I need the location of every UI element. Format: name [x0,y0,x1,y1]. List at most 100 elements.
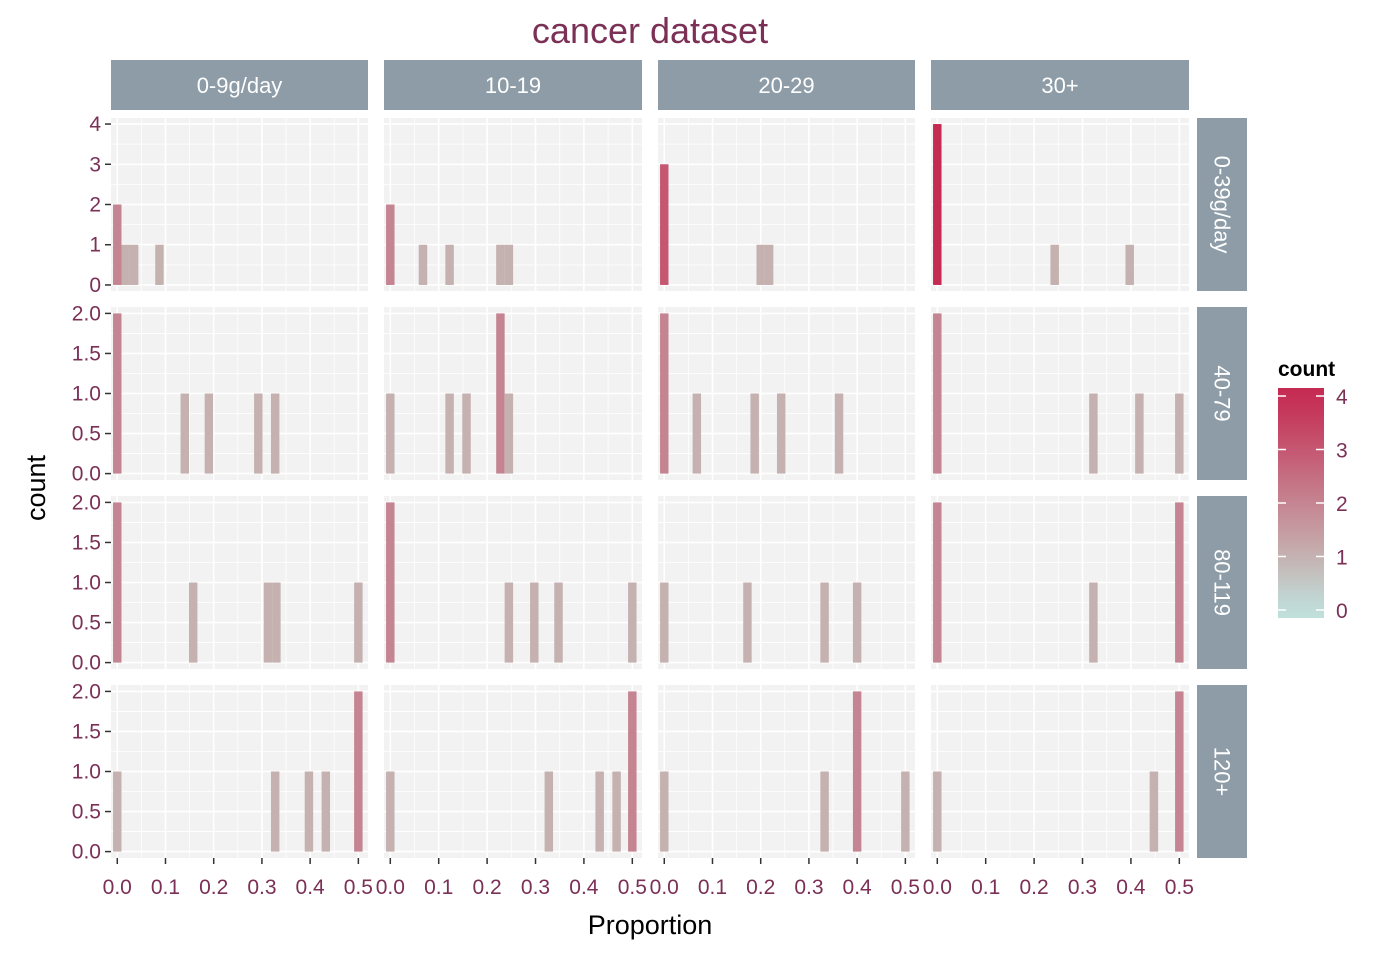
panel-r1-c2 [658,307,915,480]
histogram-bar [595,771,604,852]
y-tick-label: 0.0 [72,841,101,864]
histogram-bar [496,244,505,285]
x-tick-label: 0.2 [1020,876,1049,899]
x-tick-label: 0.4 [843,876,873,899]
histogram-bar [386,771,395,852]
x-tick-label: 0.5 [344,876,373,899]
col-strip-1 [384,60,642,110]
histogram-bar [504,393,514,474]
x-tick-label: 0.0 [103,876,132,899]
x-tick-label: 0.2 [746,876,775,899]
histogram-bar [750,393,759,474]
histogram-bar [204,393,214,474]
histogram-bar [418,244,428,285]
legend-tick-label: 1 [1336,546,1348,569]
histogram-bar [113,771,122,852]
row-strip-0 [1197,118,1247,291]
x-tick-label: 0.0 [376,876,405,899]
y-tick-label: 1.5 [72,531,101,554]
panel-r2-c1 [384,496,642,669]
histogram-bar [155,244,164,285]
x-tick-label: 0.2 [199,876,228,899]
legend-tick-label: 4 [1336,386,1348,409]
histogram-bar [530,582,539,663]
histogram-bar [496,313,505,474]
x-tick-label: 0.0 [923,876,952,899]
y-tick-label: 0.5 [72,801,101,824]
col-strip-label: 30+ [1041,73,1078,98]
histogram-bar [933,502,942,663]
row-strip-label: 0-39g/day [1210,156,1235,254]
histogram-bar [121,244,130,285]
histogram-bar [660,771,669,852]
histogram-bar [386,502,395,663]
y-tick-label: 0.0 [72,652,101,675]
y-tick-label: 1.5 [72,342,101,365]
histogram-bar [1050,244,1059,285]
histogram-bar [263,582,273,663]
histogram-bar [1089,582,1098,663]
x-tick-label: 0.3 [1068,876,1097,899]
histogram-bar [188,582,198,663]
chart-title: cancer dataset [532,10,768,51]
panel-r0-c2 [658,118,915,291]
histogram-bar [354,691,363,852]
histogram-bar [901,771,910,852]
panel-r1-c3 [931,307,1189,480]
histogram-bar [743,582,752,663]
y-tick-label: 1.0 [72,761,101,784]
histogram-bar [386,393,395,474]
histogram-bar [129,244,139,285]
histogram-bar [504,244,514,285]
y-tick-label: 2.0 [72,302,101,325]
histogram-bar [764,244,774,285]
panel-r1-c0 [111,307,368,480]
y-tick-label: 2.0 [72,491,101,514]
panel-r3-c1 [384,685,642,858]
histogram-bar [1089,393,1098,474]
col-strip-label: 0-9g/day [197,73,283,98]
histogram-bar [852,582,862,663]
histogram-bar [1175,691,1184,852]
histogram-bar [1149,771,1159,852]
histogram-bar [628,691,637,852]
panel-r2-c0 [111,496,368,669]
histogram-bar [820,582,829,663]
histogram-bar [504,582,514,663]
legend-title: count [1278,358,1335,381]
histogram-bar [180,393,189,474]
histogram-bar [756,244,765,285]
y-axis-title: count [21,454,51,521]
row-strip-label: 80-119 [1210,549,1235,616]
histogram-bar [554,582,563,663]
y-tick-label: 1.0 [72,383,101,406]
histogram-bar [660,164,669,285]
col-strip-label: 10-19 [485,73,541,98]
y-tick-label: 0 [89,274,101,297]
row-strip-1 [1197,307,1247,480]
panel-r3-c3 [931,685,1189,858]
y-tick-label: 0.0 [72,463,101,486]
x-tick-label: 0.4 [569,876,599,899]
histogram-bar [692,393,702,474]
histogram-bar [304,771,314,852]
legend: count 0 1 2 3 4 [1278,358,1348,623]
histogram-bar [321,771,331,852]
x-tick-label: 0.1 [151,876,180,899]
histogram-bar [933,771,942,852]
histogram-bar [660,582,669,663]
histogram-bar [462,393,471,474]
x-tick-label: 0.3 [247,876,276,899]
histogram-bar [113,204,122,285]
histogram-bar [445,244,454,285]
legend-tick-label: 3 [1336,440,1348,463]
panel-r0-c1 [384,118,642,291]
histogram-bar [628,582,637,663]
row-strip-2 [1197,496,1247,669]
y-tick-label: 1.0 [72,572,101,595]
panel-r0-c3 [931,118,1189,291]
histogram-bar [113,313,122,474]
col-strip-3 [931,60,1189,110]
histogram-bar [1175,393,1184,474]
